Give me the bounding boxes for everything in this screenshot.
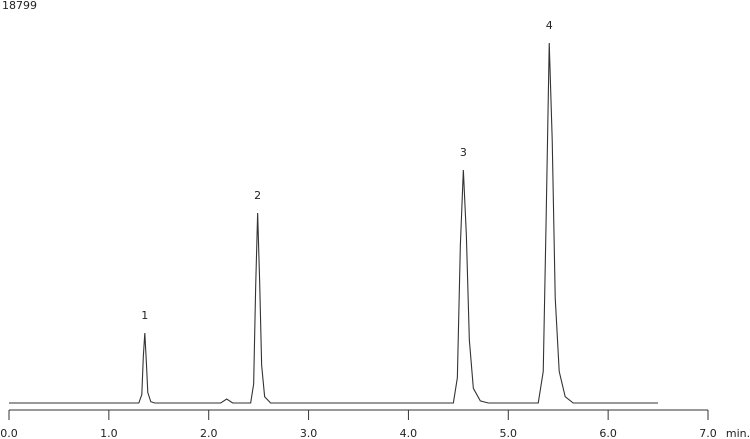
x-tick-label: 4.0 <box>400 427 418 439</box>
peak-label: 3 <box>460 146 467 159</box>
x-tick-label: 2.0 <box>200 427 218 439</box>
trace <box>9 43 659 404</box>
y-tick-label: 18799 <box>2 0 37 12</box>
x-tick-label: 0.0 <box>0 427 18 439</box>
peak-label: 1 <box>141 309 148 322</box>
x-tick-label: 6.0 <box>599 427 617 439</box>
x-tick-label: 1.0 <box>100 427 118 439</box>
peak-label: 2 <box>254 189 261 202</box>
x-tick-label: 7.0 <box>699 427 717 439</box>
x-tick-label: 5.0 <box>500 427 518 439</box>
x-axis-label: min. <box>726 427 750 439</box>
x-tick-label: 3.0 <box>300 427 318 439</box>
peak-label: 4 <box>546 19 553 32</box>
